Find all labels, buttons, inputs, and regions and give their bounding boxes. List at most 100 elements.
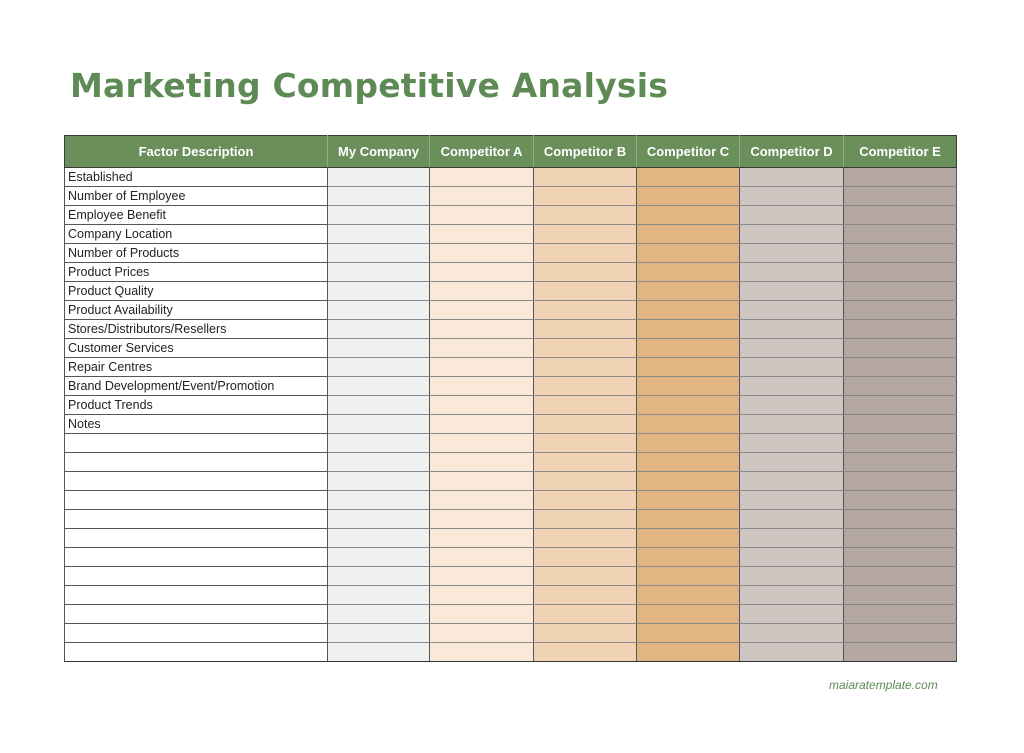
entry-cell[interactable] [739,528,844,548]
entry-cell[interactable] [843,471,957,491]
entry-cell[interactable] [739,224,844,244]
entry-cell[interactable] [533,604,637,624]
entry-cell[interactable] [429,623,534,643]
entry-cell[interactable] [636,604,740,624]
entry-cell[interactable] [429,395,534,415]
entry-cell[interactable] [533,357,637,377]
header-competitor-e[interactable]: Competitor E [843,135,957,168]
entry-cell[interactable] [429,338,534,358]
entry-cell[interactable] [429,547,534,567]
entry-cell[interactable] [327,205,430,225]
factor-cell[interactable]: Product Quality [64,281,328,301]
entry-cell[interactable] [327,471,430,491]
factor-cell[interactable]: Company Location [64,224,328,244]
factor-cell[interactable]: Established [64,167,328,187]
entry-cell[interactable] [739,186,844,206]
entry-cell[interactable] [739,205,844,225]
entry-cell[interactable] [636,167,740,187]
entry-cell[interactable] [533,623,637,643]
entry-cell[interactable] [327,547,430,567]
entry-cell[interactable] [429,167,534,187]
entry-cell[interactable] [429,642,534,662]
entry-cell[interactable] [533,319,637,339]
factor-cell[interactable] [64,490,328,510]
entry-cell[interactable] [533,471,637,491]
entry-cell[interactable] [739,395,844,415]
entry-cell[interactable] [843,452,957,472]
factor-cell[interactable] [64,604,328,624]
entry-cell[interactable] [739,642,844,662]
entry-cell[interactable] [843,205,957,225]
entry-cell[interactable] [429,585,534,605]
factor-cell[interactable]: Stores/Distributors/Resellers [64,319,328,339]
factor-cell[interactable] [64,585,328,605]
factor-cell[interactable] [64,509,328,529]
entry-cell[interactable] [327,452,430,472]
entry-cell[interactable] [636,262,740,282]
entry-cell[interactable] [533,547,637,567]
entry-cell[interactable] [327,414,430,434]
entry-cell[interactable] [636,319,740,339]
factor-cell[interactable]: Product Availability [64,300,328,320]
entry-cell[interactable] [843,357,957,377]
entry-cell[interactable] [843,167,957,187]
entry-cell[interactable] [533,452,637,472]
entry-cell[interactable] [327,167,430,187]
entry-cell[interactable] [327,357,430,377]
header-factor-description[interactable]: Factor Description [64,135,328,168]
entry-cell[interactable] [636,395,740,415]
entry-cell[interactable] [429,224,534,244]
entry-cell[interactable] [739,585,844,605]
entry-cell[interactable] [843,338,957,358]
factor-cell[interactable]: Notes [64,414,328,434]
entry-cell[interactable] [636,642,740,662]
header-competitor-b[interactable]: Competitor B [533,135,637,168]
entry-cell[interactable] [327,604,430,624]
entry-cell[interactable] [739,167,844,187]
entry-cell[interactable] [533,566,637,586]
factor-cell[interactable] [64,642,328,662]
entry-cell[interactable] [843,642,957,662]
entry-cell[interactable] [843,186,957,206]
entry-cell[interactable] [429,452,534,472]
factor-cell[interactable]: Number of Products [64,243,328,263]
entry-cell[interactable] [533,262,637,282]
entry-cell[interactable] [327,224,430,244]
entry-cell[interactable] [636,243,740,263]
factor-cell[interactable] [64,433,328,453]
header-my-company[interactable]: My Company [327,135,430,168]
factor-cell[interactable] [64,452,328,472]
entry-cell[interactable] [843,395,957,415]
entry-cell[interactable] [533,338,637,358]
entry-cell[interactable] [636,509,740,529]
factor-cell[interactable] [64,566,328,586]
entry-cell[interactable] [429,281,534,301]
entry-cell[interactable] [636,300,740,320]
footer-website[interactable]: maiaratemplate.com [829,678,938,692]
entry-cell[interactable] [533,281,637,301]
entry-cell[interactable] [843,623,957,643]
entry-cell[interactable] [429,262,534,282]
entry-cell[interactable] [429,300,534,320]
entry-cell[interactable] [429,319,534,339]
entry-cell[interactable] [636,585,740,605]
entry-cell[interactable] [533,186,637,206]
entry-cell[interactable] [843,585,957,605]
entry-cell[interactable] [533,414,637,434]
entry-cell[interactable] [429,471,534,491]
entry-cell[interactable] [843,490,957,510]
entry-cell[interactable] [327,243,430,263]
entry-cell[interactable] [533,205,637,225]
factor-cell[interactable]: Repair Centres [64,357,328,377]
entry-cell[interactable] [843,262,957,282]
factor-cell[interactable]: Product Prices [64,262,328,282]
entry-cell[interactable] [327,376,430,396]
entry-cell[interactable] [636,338,740,358]
factor-cell[interactable]: Product Trends [64,395,328,415]
entry-cell[interactable] [533,395,637,415]
entry-cell[interactable] [327,509,430,529]
entry-cell[interactable] [429,243,534,263]
entry-cell[interactable] [739,281,844,301]
entry-cell[interactable] [429,604,534,624]
entry-cell[interactable] [739,414,844,434]
